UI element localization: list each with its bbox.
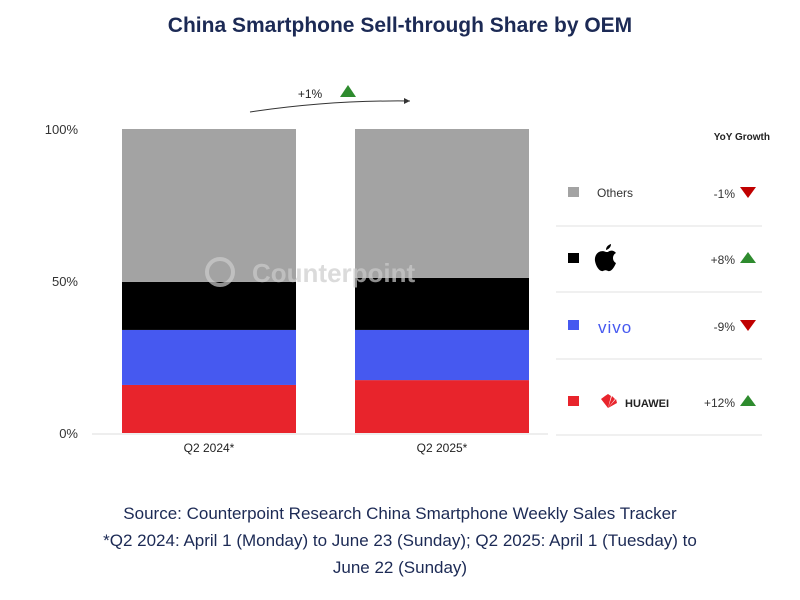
bar-segment-apple	[355, 277, 529, 330]
source-note: Source: Counterpoint Research China Smar…	[123, 504, 677, 523]
bar-segment-huawei	[122, 384, 296, 433]
up-triangle-icon	[340, 85, 356, 97]
legend-label-huawei: HUAWEI	[625, 398, 669, 410]
period-note-1: *Q2 2024: April 1 (Monday) to June 23 (S…	[103, 531, 697, 550]
down-triangle-icon	[740, 320, 756, 331]
yoy-growth-value: -9%	[714, 320, 736, 334]
up-triangle-icon	[740, 395, 756, 406]
legend-swatch-others	[568, 187, 579, 197]
bar-segment-huawei	[355, 380, 529, 433]
bar-segment-vivo	[355, 329, 529, 381]
y-tick-label: 100%	[45, 122, 79, 137]
legend-swatch-huawei	[568, 396, 579, 406]
yoy-growth-value: +8%	[711, 253, 736, 267]
legend-label-others: Others	[597, 186, 633, 200]
bar-segment-others	[355, 129, 529, 278]
legend-label-vivo: vivo	[598, 318, 632, 337]
bar-segment-vivo	[122, 329, 296, 385]
chart-title: China Smartphone Sell-through Share by O…	[167, 14, 633, 37]
legend-swatch-vivo	[568, 320, 579, 330]
market-growth-label: +1%	[298, 87, 323, 101]
y-tick-label: 0%	[59, 426, 78, 441]
legend-header: YoY Growth	[714, 132, 770, 143]
bar-segment-others	[122, 129, 296, 282]
watermark: Counterpoint	[252, 258, 416, 288]
yoy-growth-value: -1%	[714, 187, 736, 201]
bar-segment-apple	[122, 281, 296, 330]
x-tick-label: Q2 2025*	[417, 441, 468, 455]
chart: 0% 50% 100% Q2 2024* Q2 2025* Counterpoint +1%…	[45, 85, 770, 455]
x-tick-label: Q2 2024*	[184, 441, 235, 455]
legend-swatch-apple	[568, 253, 579, 263]
growth-arrow	[249, 100, 411, 113]
huawei-logo-icon	[601, 394, 617, 408]
down-triangle-icon	[740, 187, 756, 198]
period-note-2: June 22 (Sunday)	[332, 558, 468, 577]
up-triangle-icon	[740, 252, 756, 263]
arrowhead-icon	[404, 98, 410, 104]
watermark-logo-icon	[205, 257, 235, 287]
y-tick-label: 50%	[52, 274, 78, 289]
apple-logo-icon	[594, 244, 616, 272]
yoy-growth-value: +12%	[704, 396, 735, 410]
